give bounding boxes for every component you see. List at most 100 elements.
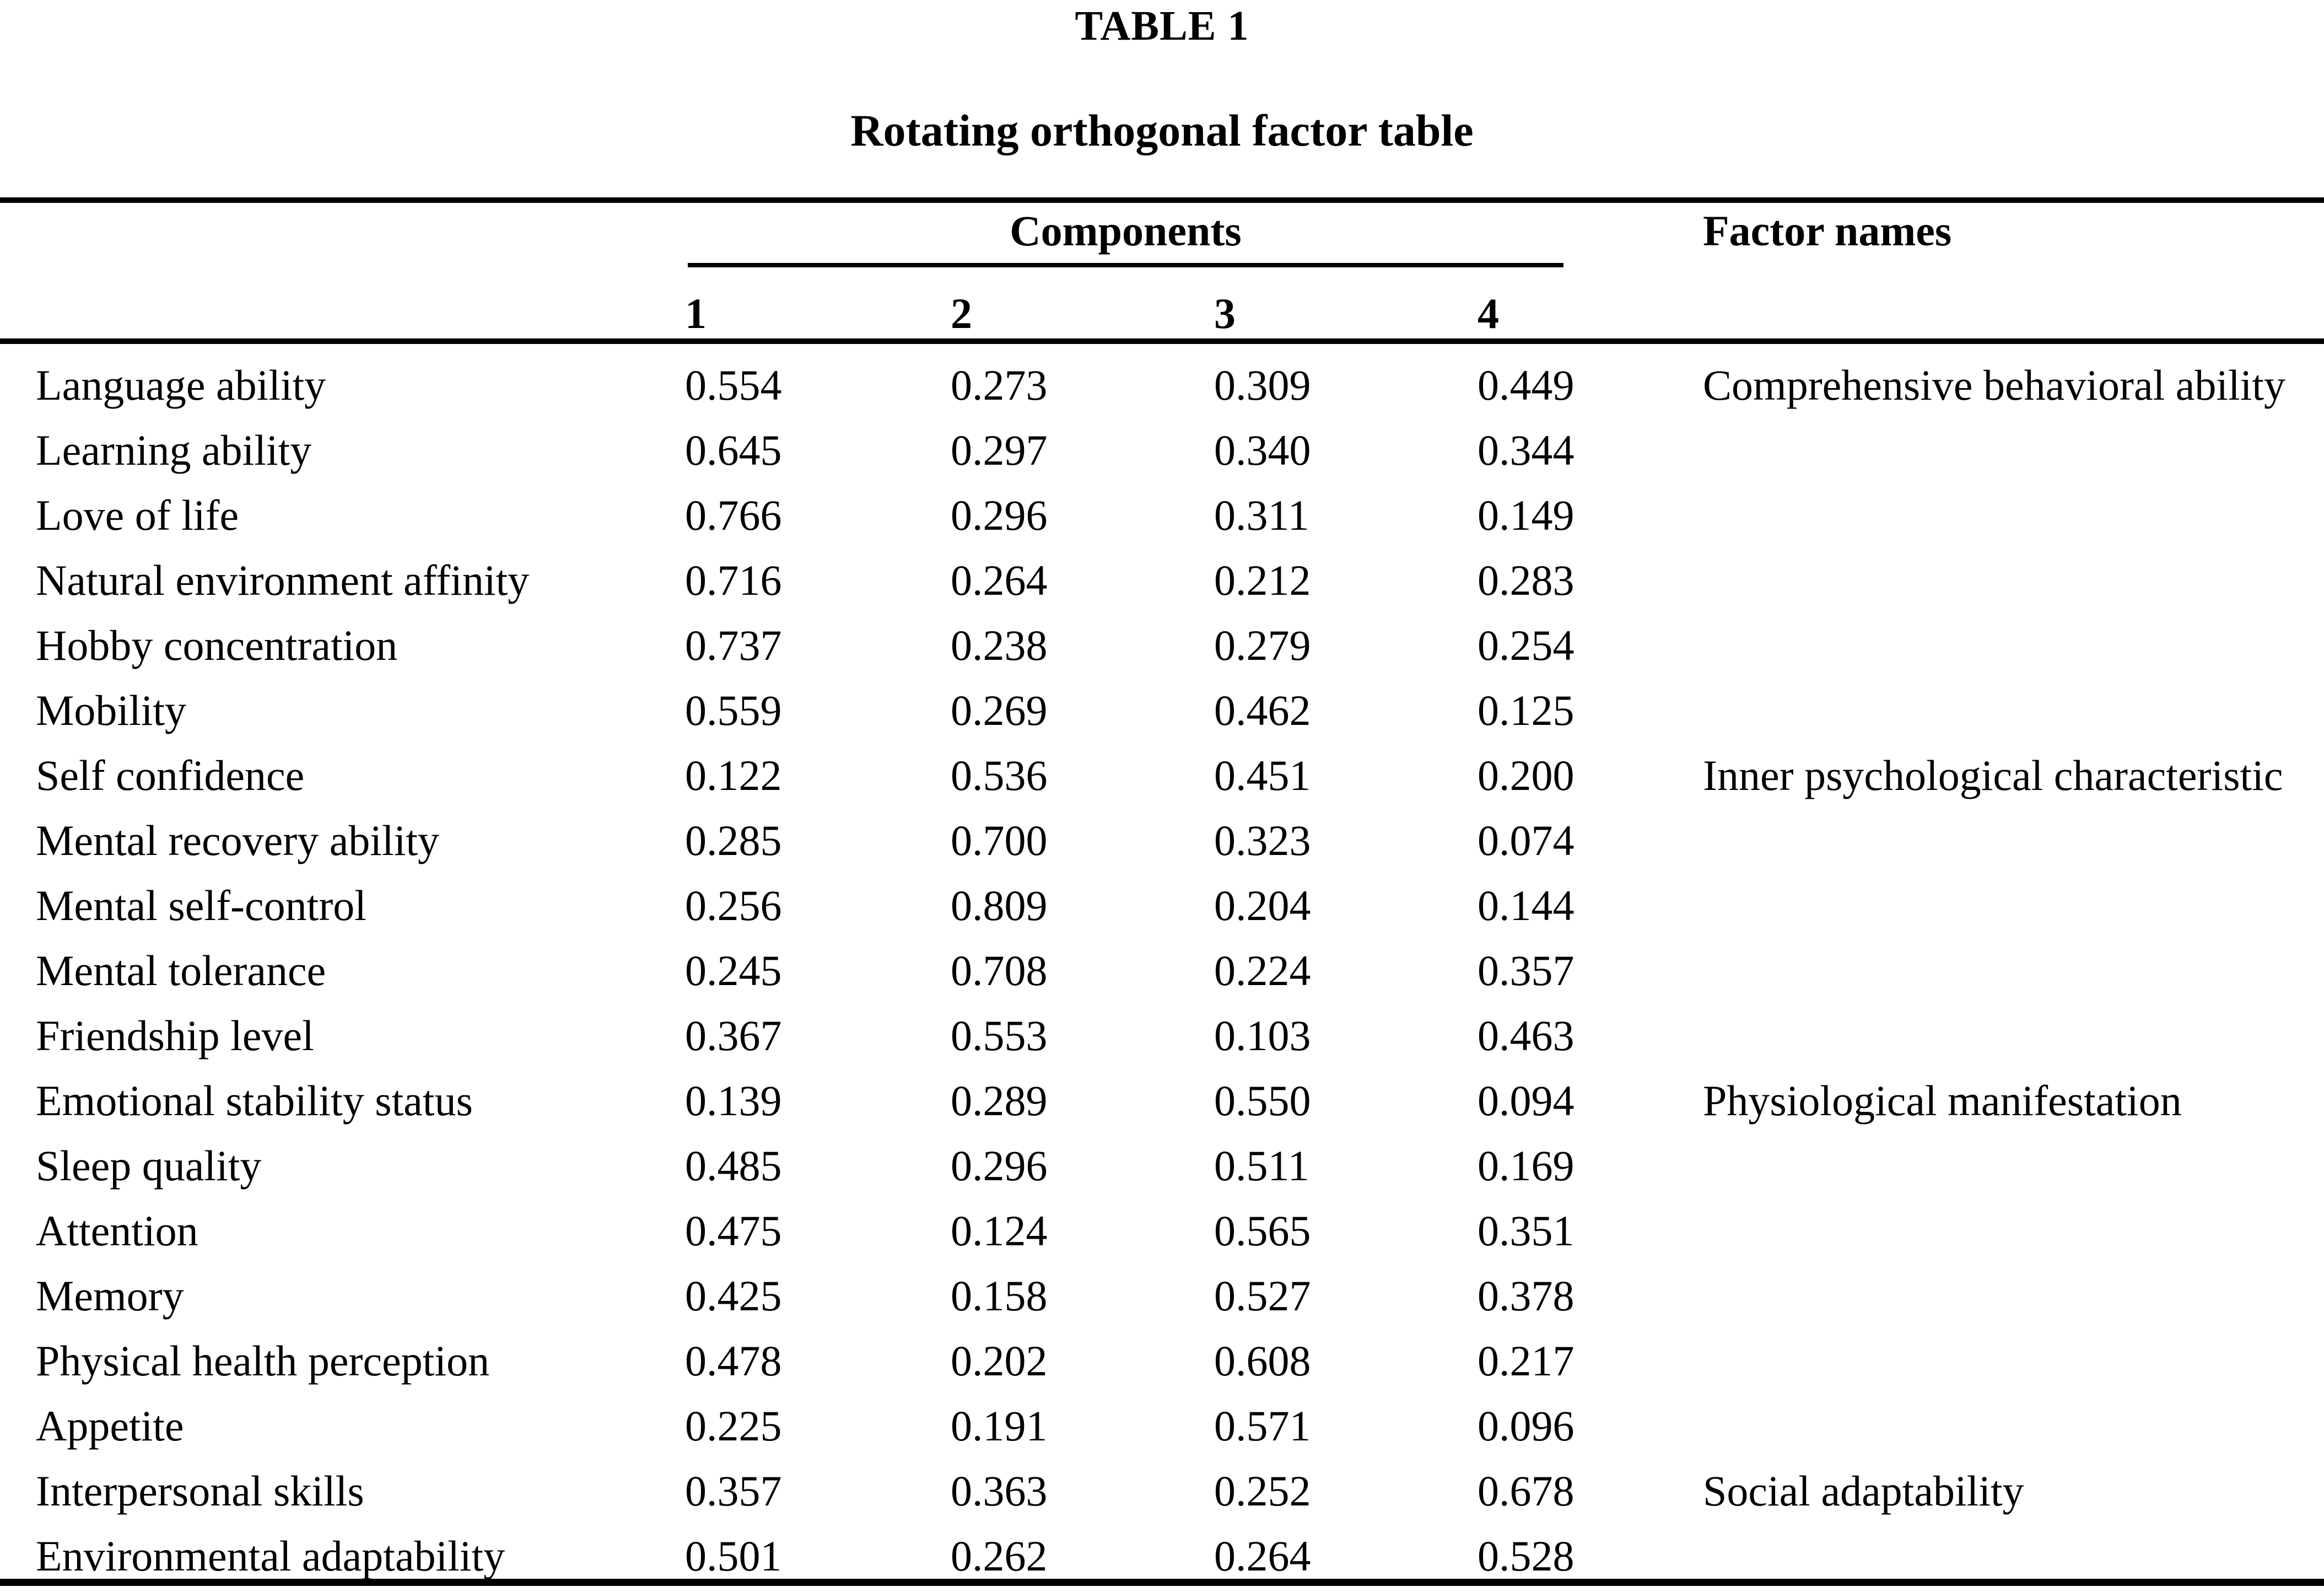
- table-row: Sleep quality 0.485 0.296 0.511 0.169: [0, 1133, 2324, 1198]
- header-bottom-rule: [0, 338, 2324, 344]
- component-4-value: 0.144: [1478, 881, 1575, 929]
- row-label: Mental recovery ability: [36, 816, 440, 864]
- component-4-value: 0.169: [1478, 1142, 1575, 1190]
- component-1-value: 0.367: [685, 1012, 782, 1059]
- table-row: Mental self-control 0.256 0.809 0.204 0.144: [0, 873, 2324, 938]
- component-2-value: 0.553: [951, 1012, 1048, 1059]
- component-column-header-4: 4: [1478, 289, 1499, 337]
- row-label: Emotional stability status: [36, 1077, 473, 1125]
- component-1-value: 0.554: [685, 361, 782, 409]
- table-title: Rotating orthogonal factor table: [850, 105, 1474, 155]
- components-underline-rule: [688, 263, 1563, 267]
- table-row: Mental tolerance 0.245 0.708 0.224 0.357: [0, 938, 2324, 1003]
- table-row: Attention 0.475 0.124 0.565 0.351: [0, 1198, 2324, 1263]
- component-3-value: 0.311: [1214, 491, 1309, 539]
- row-label: Mental tolerance: [36, 946, 326, 994]
- row-label: Learning ability: [36, 426, 312, 474]
- factor-names-column-header: Factor names: [1703, 207, 1952, 255]
- component-1-value: 0.245: [685, 946, 782, 994]
- component-2-value: 0.809: [951, 881, 1048, 929]
- component-2-value: 0.273: [951, 361, 1048, 409]
- component-2-value: 0.708: [951, 946, 1048, 994]
- component-2-value: 0.158: [951, 1272, 1048, 1320]
- component-2-value: 0.297: [951, 426, 1048, 474]
- table-row: Natural environment affinity 0.716 0.264 0.…: [0, 548, 2324, 613]
- factor-name: Inner psychological characteristic: [1703, 751, 2283, 799]
- component-3-value: 0.511: [1214, 1142, 1309, 1190]
- component-1-value: 0.645: [685, 426, 782, 474]
- component-4-value: 0.463: [1478, 1012, 1575, 1059]
- table-row: Language ability 0.554 0.273 0.309 0.449 Comp…: [0, 353, 2324, 418]
- component-1-value: 0.357: [685, 1467, 782, 1515]
- table-row: Hobby concentration 0.737 0.238 0.279 0.254: [0, 613, 2324, 678]
- table-row: Love of life 0.766 0.296 0.311 0.149: [0, 483, 2324, 548]
- row-label: Interpersonal skills: [36, 1467, 364, 1515]
- component-4-value: 0.217: [1478, 1337, 1575, 1385]
- factor-name: Social adaptability: [1703, 1467, 2024, 1515]
- component-column-header-1: 1: [685, 289, 707, 337]
- component-2-value: 0.262: [951, 1532, 1048, 1580]
- component-2-value: 0.264: [951, 556, 1048, 604]
- row-label: Self confidence: [36, 751, 305, 799]
- table-row: Self confidence 0.122 0.536 0.451 0.200 Inner…: [0, 743, 2324, 808]
- component-4-value: 0.357: [1478, 946, 1575, 994]
- component-2-value: 0.296: [951, 1142, 1048, 1190]
- component-2-value: 0.269: [951, 686, 1048, 734]
- component-2-value: 0.363: [951, 1467, 1048, 1515]
- component-2-value: 0.289: [951, 1077, 1048, 1125]
- row-label: Hobby concentration: [36, 621, 398, 669]
- component-2-value: 0.124: [951, 1207, 1048, 1255]
- component-3-value: 0.571: [1214, 1402, 1311, 1450]
- table-row: Friendship level 0.367 0.553 0.103 0.463: [0, 1003, 2324, 1068]
- table-row: Mental recovery ability 0.285 0.700 0.323 0.…: [0, 808, 2324, 873]
- table-row: Emotional stability status 0.139 0.289 0.55…: [0, 1068, 2324, 1133]
- row-label: Mental self-control: [36, 881, 366, 929]
- table-body: Language ability 0.554 0.273 0.309 0.449 Comp…: [0, 353, 2324, 1589]
- component-1-value: 0.475: [685, 1207, 782, 1255]
- component-1-value: 0.425: [685, 1272, 782, 1320]
- component-4-value: 0.449: [1478, 361, 1575, 409]
- component-1-value: 0.478: [685, 1337, 782, 1385]
- component-3-value: 0.224: [1214, 946, 1311, 994]
- components-column-group-header: Components: [1010, 207, 1242, 255]
- row-label: Natural environment affinity: [36, 556, 530, 604]
- component-1-value: 0.716: [685, 556, 782, 604]
- component-4-value: 0.200: [1478, 751, 1575, 799]
- component-3-value: 0.565: [1214, 1207, 1311, 1255]
- component-3-value: 0.527: [1214, 1272, 1311, 1320]
- component-1-value: 0.256: [685, 881, 782, 929]
- component-4-value: 0.074: [1478, 816, 1575, 864]
- component-4-value: 0.149: [1478, 491, 1575, 539]
- component-2-value: 0.202: [951, 1337, 1048, 1385]
- component-3-value: 0.340: [1214, 426, 1311, 474]
- table-row: Appetite 0.225 0.191 0.571 0.096: [0, 1394, 2324, 1459]
- component-4-value: 0.678: [1478, 1467, 1575, 1515]
- component-3-value: 0.550: [1214, 1077, 1311, 1125]
- component-1-value: 0.139: [685, 1077, 782, 1125]
- table-row: Environmental adaptability 0.501 0.262 0.26…: [0, 1524, 2324, 1589]
- component-4-value: 0.254: [1478, 621, 1575, 669]
- component-1-value: 0.501: [685, 1532, 782, 1580]
- component-2-value: 0.700: [951, 816, 1048, 864]
- row-label: Language ability: [36, 361, 326, 409]
- component-1-value: 0.225: [685, 1402, 782, 1450]
- table-row: Mobility 0.559 0.269 0.462 0.125: [0, 678, 2324, 743]
- row-label: Appetite: [36, 1402, 184, 1450]
- factor-name: Physiological manifestation: [1703, 1077, 2182, 1125]
- component-4-value: 0.344: [1478, 426, 1575, 474]
- row-label: Memory: [36, 1272, 184, 1320]
- component-column-header-3: 3: [1214, 289, 1236, 337]
- table-top-rule: [0, 197, 2324, 203]
- component-1-value: 0.559: [685, 686, 782, 734]
- component-4-value: 0.125: [1478, 686, 1575, 734]
- component-2-value: 0.536: [951, 751, 1048, 799]
- component-3-value: 0.212: [1214, 556, 1311, 604]
- component-1-value: 0.766: [685, 491, 782, 539]
- component-3-value: 0.204: [1214, 881, 1311, 929]
- component-4-value: 0.094: [1478, 1077, 1575, 1125]
- row-label: Attention: [36, 1207, 198, 1255]
- component-3-value: 0.451: [1214, 751, 1311, 799]
- table-row: Physical health perception 0.478 0.202 0.60…: [0, 1329, 2324, 1394]
- component-column-header-2: 2: [951, 289, 972, 337]
- component-4-value: 0.096: [1478, 1402, 1575, 1450]
